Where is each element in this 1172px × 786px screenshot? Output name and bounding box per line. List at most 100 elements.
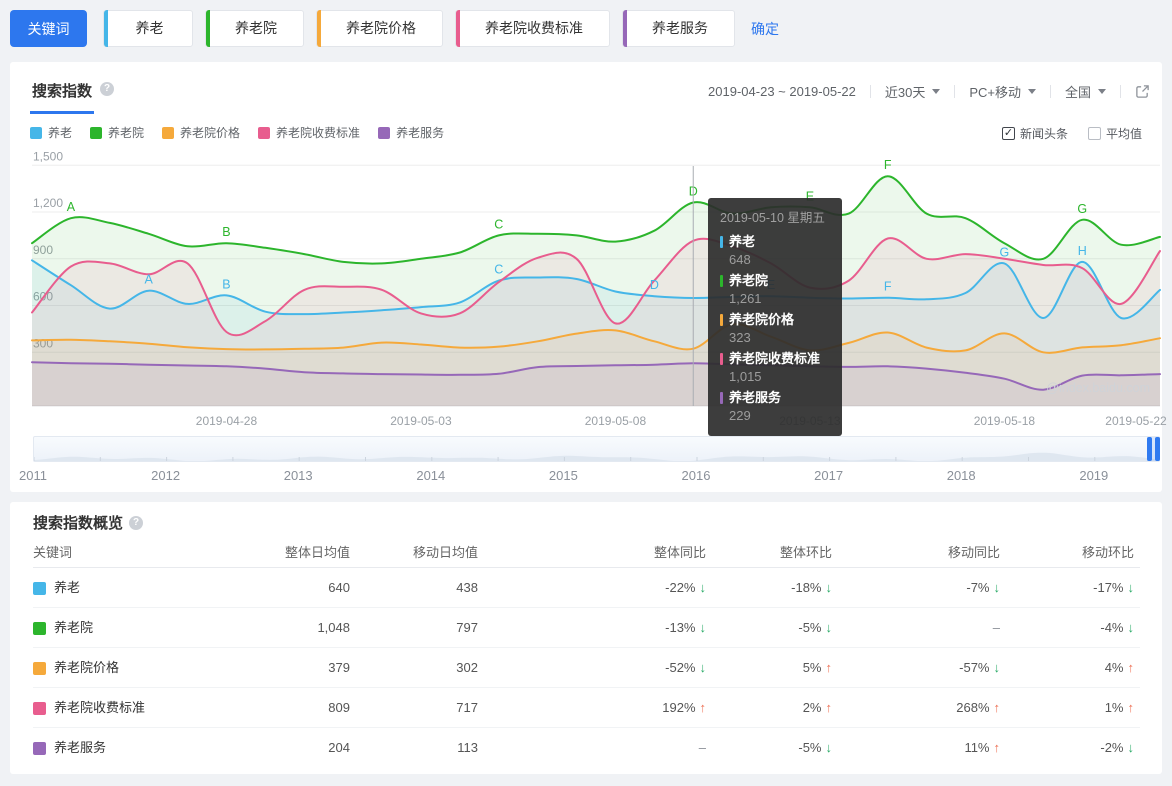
change-cell: -4% ↓	[1100, 608, 1134, 648]
column-header: 整体同比	[653, 545, 706, 560]
period-value: 近30天	[884, 85, 926, 100]
legend-item[interactable]: 养老院收费标准	[258, 124, 360, 141]
keyword-swatch	[33, 661, 46, 675]
arrow-down-icon: ↓	[1127, 580, 1135, 595]
tooltip-date: 2019-05-10 星期五	[720, 211, 825, 225]
keyword-swatch	[33, 581, 46, 595]
timeline-slider[interactable]	[33, 436, 1160, 462]
column-header: 整体日均值	[284, 545, 350, 560]
tooltip-color-bar	[720, 236, 723, 248]
change-value: 2%	[802, 700, 822, 715]
chevron-down-icon	[932, 89, 941, 94]
tooltip-keyword: 养老服务	[720, 389, 830, 407]
mobile-avg-cell: 797	[456, 620, 478, 635]
keyword-color-bar	[104, 10, 108, 47]
slider-handle-right[interactable]	[1155, 437, 1160, 461]
mobile-avg-cell: 113	[457, 740, 478, 755]
x-axis-labels: 2019-04-282019-05-032019-05-082019-05-13…	[10, 414, 1167, 430]
legend-label: 养老服务	[396, 126, 445, 140]
arrow-down-icon: ↓	[825, 620, 833, 635]
device-value: PC+移动	[969, 85, 1021, 100]
change-value: -2%	[1100, 740, 1124, 755]
column-header: 移动环比	[1081, 545, 1134, 560]
series-line	[31, 322, 1161, 354]
confirm-link[interactable]: 确定	[751, 20, 779, 37]
change-value: -17%	[1093, 580, 1124, 595]
tooltip-keyword-label: 养老服务	[729, 390, 782, 405]
table-body: 养老 640 438 -22% ↓ -18% ↓ -7% ↓ -17% ↓ 养老院 1,048 797 -1…	[33, 568, 1140, 768]
keyword-chip[interactable]: 养老服务	[622, 10, 735, 47]
slider-handle-left[interactable]	[1147, 437, 1152, 461]
divider	[1120, 85, 1121, 98]
tooltip-value: 1,015	[729, 369, 762, 384]
arrow-up-icon: ↑	[825, 700, 833, 715]
change-value: -7%	[966, 580, 990, 595]
chevron-down-icon	[1098, 89, 1106, 94]
region-dropdown[interactable]: 全国	[1065, 82, 1106, 101]
legend-item[interactable]: 养老服务	[378, 124, 444, 141]
tooltip-keyword: 养老	[720, 233, 830, 251]
change-cell: -7% ↓	[966, 568, 1000, 608]
news-headline-checkbox[interactable]: ✓ 新闻头条	[1001, 125, 1068, 142]
tab-search-index[interactable]: 搜索指数	[30, 78, 95, 114]
external-link-icon[interactable]	[1135, 84, 1150, 99]
arrow-up-icon: ↑	[699, 700, 707, 715]
help-icon[interactable]: ?	[100, 82, 115, 96]
timeline-year-label: 2015	[548, 468, 578, 483]
tooltip-items: 养老 648 养老院 1,261 养老院价格 323 养老院收费标准 1,015 养老服务 229	[720, 233, 830, 424]
arrow-up-icon: ↑	[1127, 700, 1135, 715]
change-cell: -2% ↓	[1100, 728, 1134, 768]
trend-chart[interactable]: 3006009001,2001,500ABCDEFGHABCDEFG@index…	[10, 149, 1162, 436]
date-range[interactable]: 2019-04-23 ~ 2019-05-22	[708, 84, 856, 99]
column-header: 关键词	[33, 545, 73, 560]
tab-row: 搜索指数 ?	[30, 78, 115, 114]
trend-chart-svg[interactable]: 3006009001,2001,500ABCDEFGHABCDEFG@index…	[10, 149, 1162, 410]
tooltip-keyword: 养老院收费标准	[720, 350, 830, 368]
chart-checkboxes: ✓ 新闻头条 平均值	[1001, 125, 1142, 142]
divider	[1049, 85, 1051, 98]
table-header: 关键词 整体日均值 移动日均值 整体同比 整体环比 移动同比 移动环比	[33, 542, 1140, 568]
change-cell: 4% ↑	[1105, 648, 1134, 688]
tooltip-color-bar	[720, 314, 723, 326]
help-icon[interactable]: ?	[129, 515, 144, 530]
keyword-button[interactable]: 关键词	[10, 10, 87, 47]
keyword-chip-label: 养老院	[235, 20, 277, 36]
arrow-up-icon: ↑	[993, 700, 1001, 715]
no-data-dash: –	[698, 740, 706, 755]
keyword-color-bar	[623, 10, 627, 47]
keyword-chip[interactable]: 养老	[103, 10, 193, 47]
overview-title-row: 搜索指数概览 ?	[33, 512, 144, 533]
device-dropdown[interactable]: PC+移动	[969, 82, 1036, 101]
change-cell: -5% ↓	[798, 608, 832, 648]
search-index-panel: 搜索指数 ? 2019-04-23 ~ 2019-05-22 近30天 PC+移…	[10, 62, 1167, 492]
change-value: 4%	[1104, 660, 1124, 675]
change-cell: –	[699, 728, 706, 768]
arrow-down-icon: ↓	[699, 660, 707, 675]
change-cell: -52% ↓	[665, 648, 706, 688]
keyword-chip[interactable]: 养老院收费标准	[455, 10, 610, 47]
average-label: 平均值	[1105, 127, 1142, 141]
overall-avg-cell: 640	[328, 580, 350, 595]
legend-item[interactable]: 养老院	[90, 124, 144, 141]
change-value: 11%	[964, 740, 990, 755]
change-cell: 5% ↑	[803, 648, 832, 688]
legend-swatch	[90, 126, 103, 139]
overall-avg-cell: 1,048	[317, 620, 350, 635]
change-value: -5%	[798, 740, 822, 755]
keyword-chip[interactable]: 养老院价格	[316, 10, 443, 47]
change-value: 1%	[1104, 700, 1124, 715]
tooltip-keyword-label: 养老院价格	[729, 312, 795, 327]
change-cell: 11% ↑	[964, 728, 1000, 768]
legend-item[interactable]: 养老	[30, 124, 72, 141]
tooltip-item: 养老服务 229	[720, 389, 830, 424]
keyword-chip[interactable]: 养老院	[205, 10, 304, 47]
tooltip-keyword-label: 养老院收费标准	[729, 351, 821, 366]
average-checkbox[interactable]: 平均值	[1087, 125, 1142, 142]
series-line	[31, 361, 1161, 391]
checkbox-checked-icon: ✓	[1001, 127, 1015, 140]
period-dropdown[interactable]: 近30天	[884, 82, 941, 101]
tooltip-item: 养老院 1,261	[720, 272, 830, 307]
legend-item[interactable]: 养老院价格	[162, 124, 240, 141]
change-value: -57%	[959, 660, 990, 675]
news-marker-F: F	[884, 280, 892, 294]
